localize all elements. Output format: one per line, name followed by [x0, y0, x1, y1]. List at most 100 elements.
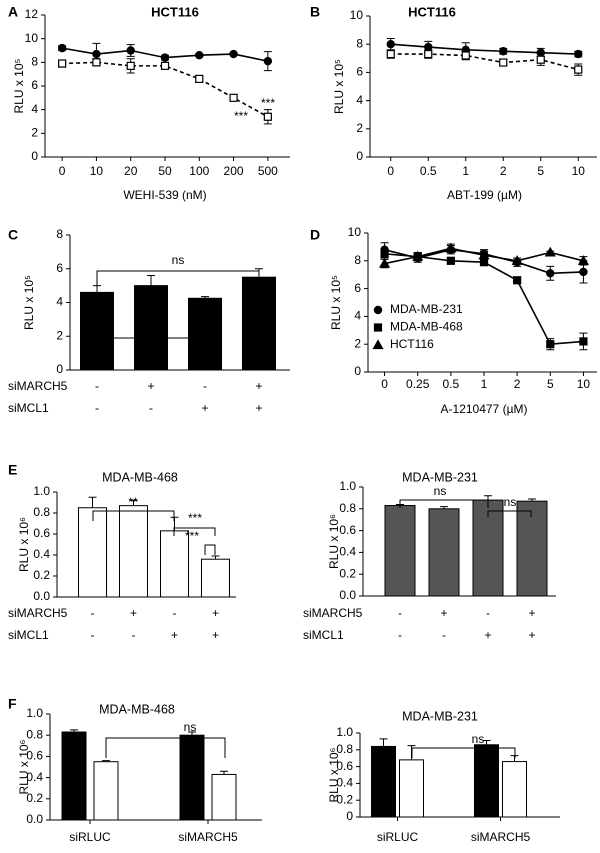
panel-letter: C	[8, 227, 18, 243]
legend-marker	[373, 305, 383, 315]
x-axis-label: ABT-199 (µM)	[447, 188, 522, 202]
condition-sign: +	[212, 628, 219, 642]
data-point	[574, 49, 583, 59]
y-tick-label: 0.2	[26, 791, 43, 805]
y-tick-label: 4	[354, 309, 361, 323]
y-tick-label: 6	[31, 78, 38, 92]
panel-letter: A	[8, 4, 18, 20]
panel-letter: F	[8, 696, 17, 712]
data-point	[92, 58, 101, 67]
chart-title: MDA-MB-231	[402, 709, 478, 723]
data-point	[126, 46, 135, 55]
bar	[211, 773, 237, 821]
x-tick-label: 20	[124, 164, 138, 178]
bar	[516, 500, 548, 597]
annotation: ns	[434, 484, 447, 498]
condition-sign: +	[147, 379, 154, 393]
significance-bracket	[204, 544, 216, 555]
x-tick-label: siRLUC	[377, 830, 419, 844]
condition-sign: -	[149, 401, 153, 415]
annotation: ***	[261, 96, 275, 110]
condition-sign: +	[171, 628, 178, 642]
y-axis-label: RLU x 10⁶	[17, 739, 31, 794]
data-point	[380, 249, 389, 258]
data-point	[412, 250, 424, 261]
data-point	[386, 49, 395, 59]
bar	[201, 558, 230, 598]
bar	[80, 291, 114, 371]
y-axis-label: RLU x 10⁶	[17, 517, 31, 572]
y-tick-label: 2	[354, 336, 361, 350]
y-tick-label: 0.8	[339, 501, 356, 515]
data-point	[92, 49, 101, 59]
panel-letter: D	[310, 227, 320, 243]
y-tick-label: 0	[346, 809, 353, 823]
data-point	[513, 276, 522, 285]
data-point	[229, 93, 238, 102]
y-axis-label: RLU x 10⁵	[22, 275, 36, 330]
y-tick-label: 0.2	[33, 568, 50, 582]
annotation: ns	[504, 495, 517, 509]
x-tick-label: siRLUC	[69, 830, 111, 844]
y-tick-label: 10	[25, 31, 39, 45]
significance-bracket	[173, 527, 216, 536]
y-tick-label: 10	[350, 8, 364, 22]
y-tick-label: 8	[356, 36, 363, 50]
y-tick-label: 0.6	[339, 523, 356, 537]
x-tick-label: 200	[224, 164, 244, 178]
y-tick-label: 0.2	[336, 792, 353, 806]
bar	[179, 734, 205, 821]
y-tick-label: 0.6	[26, 749, 43, 763]
data-point	[446, 256, 455, 265]
error-bar	[147, 275, 155, 286]
legend-label: MDA-MB-231	[390, 302, 463, 316]
error-bar	[211, 555, 220, 560]
condition-sign: +	[528, 606, 535, 620]
y-tick-label: 8	[354, 253, 361, 267]
annotation: ***	[185, 529, 199, 543]
y-tick-label: 0	[356, 149, 363, 163]
annotation: ***	[234, 109, 248, 123]
annotation: ns	[184, 720, 197, 734]
x-tick-label: 0.5	[443, 377, 460, 391]
error-bar	[220, 770, 228, 775]
data-point	[574, 65, 583, 74]
annotation: **	[128, 495, 138, 509]
y-tick-label: 4	[356, 93, 363, 107]
series-line	[390, 43, 579, 55]
y-tick-label: 0.4	[33, 547, 50, 561]
y-tick-label: 2	[356, 121, 363, 135]
data-point	[58, 59, 67, 68]
data-point	[478, 249, 490, 260]
y-tick-label: 4	[56, 295, 63, 309]
x-tick-label: 500	[258, 164, 278, 178]
y-axis-label: RLU x 10⁶	[327, 514, 341, 569]
y-axis-label: RLU x 10⁵	[332, 59, 346, 114]
data-point	[546, 269, 555, 278]
annotation: ns	[144, 319, 157, 333]
condition-sign: +	[212, 606, 219, 620]
y-tick-label: 0	[56, 362, 63, 376]
y-tick-label: 0.2	[339, 566, 356, 580]
error-bar	[88, 496, 97, 508]
data-point	[379, 257, 391, 268]
data-point	[577, 255, 589, 265]
error-bar	[70, 729, 78, 733]
y-tick-label: 6	[354, 281, 361, 295]
bar	[93, 761, 119, 821]
bar	[134, 285, 168, 371]
data-point	[263, 112, 272, 121]
significance-bracket	[399, 499, 489, 508]
legend-marker	[373, 323, 383, 332]
condition-sign: +	[201, 401, 208, 415]
y-tick-label: 6	[56, 261, 63, 275]
legend-marker	[372, 339, 384, 350]
condition-sign: -	[398, 606, 402, 620]
y-tick-label: 1.0	[26, 706, 43, 720]
data-point	[461, 51, 470, 60]
y-tick-label: 0.4	[336, 776, 353, 790]
chart-title: HCT116	[408, 4, 456, 19]
data-point	[263, 56, 273, 66]
